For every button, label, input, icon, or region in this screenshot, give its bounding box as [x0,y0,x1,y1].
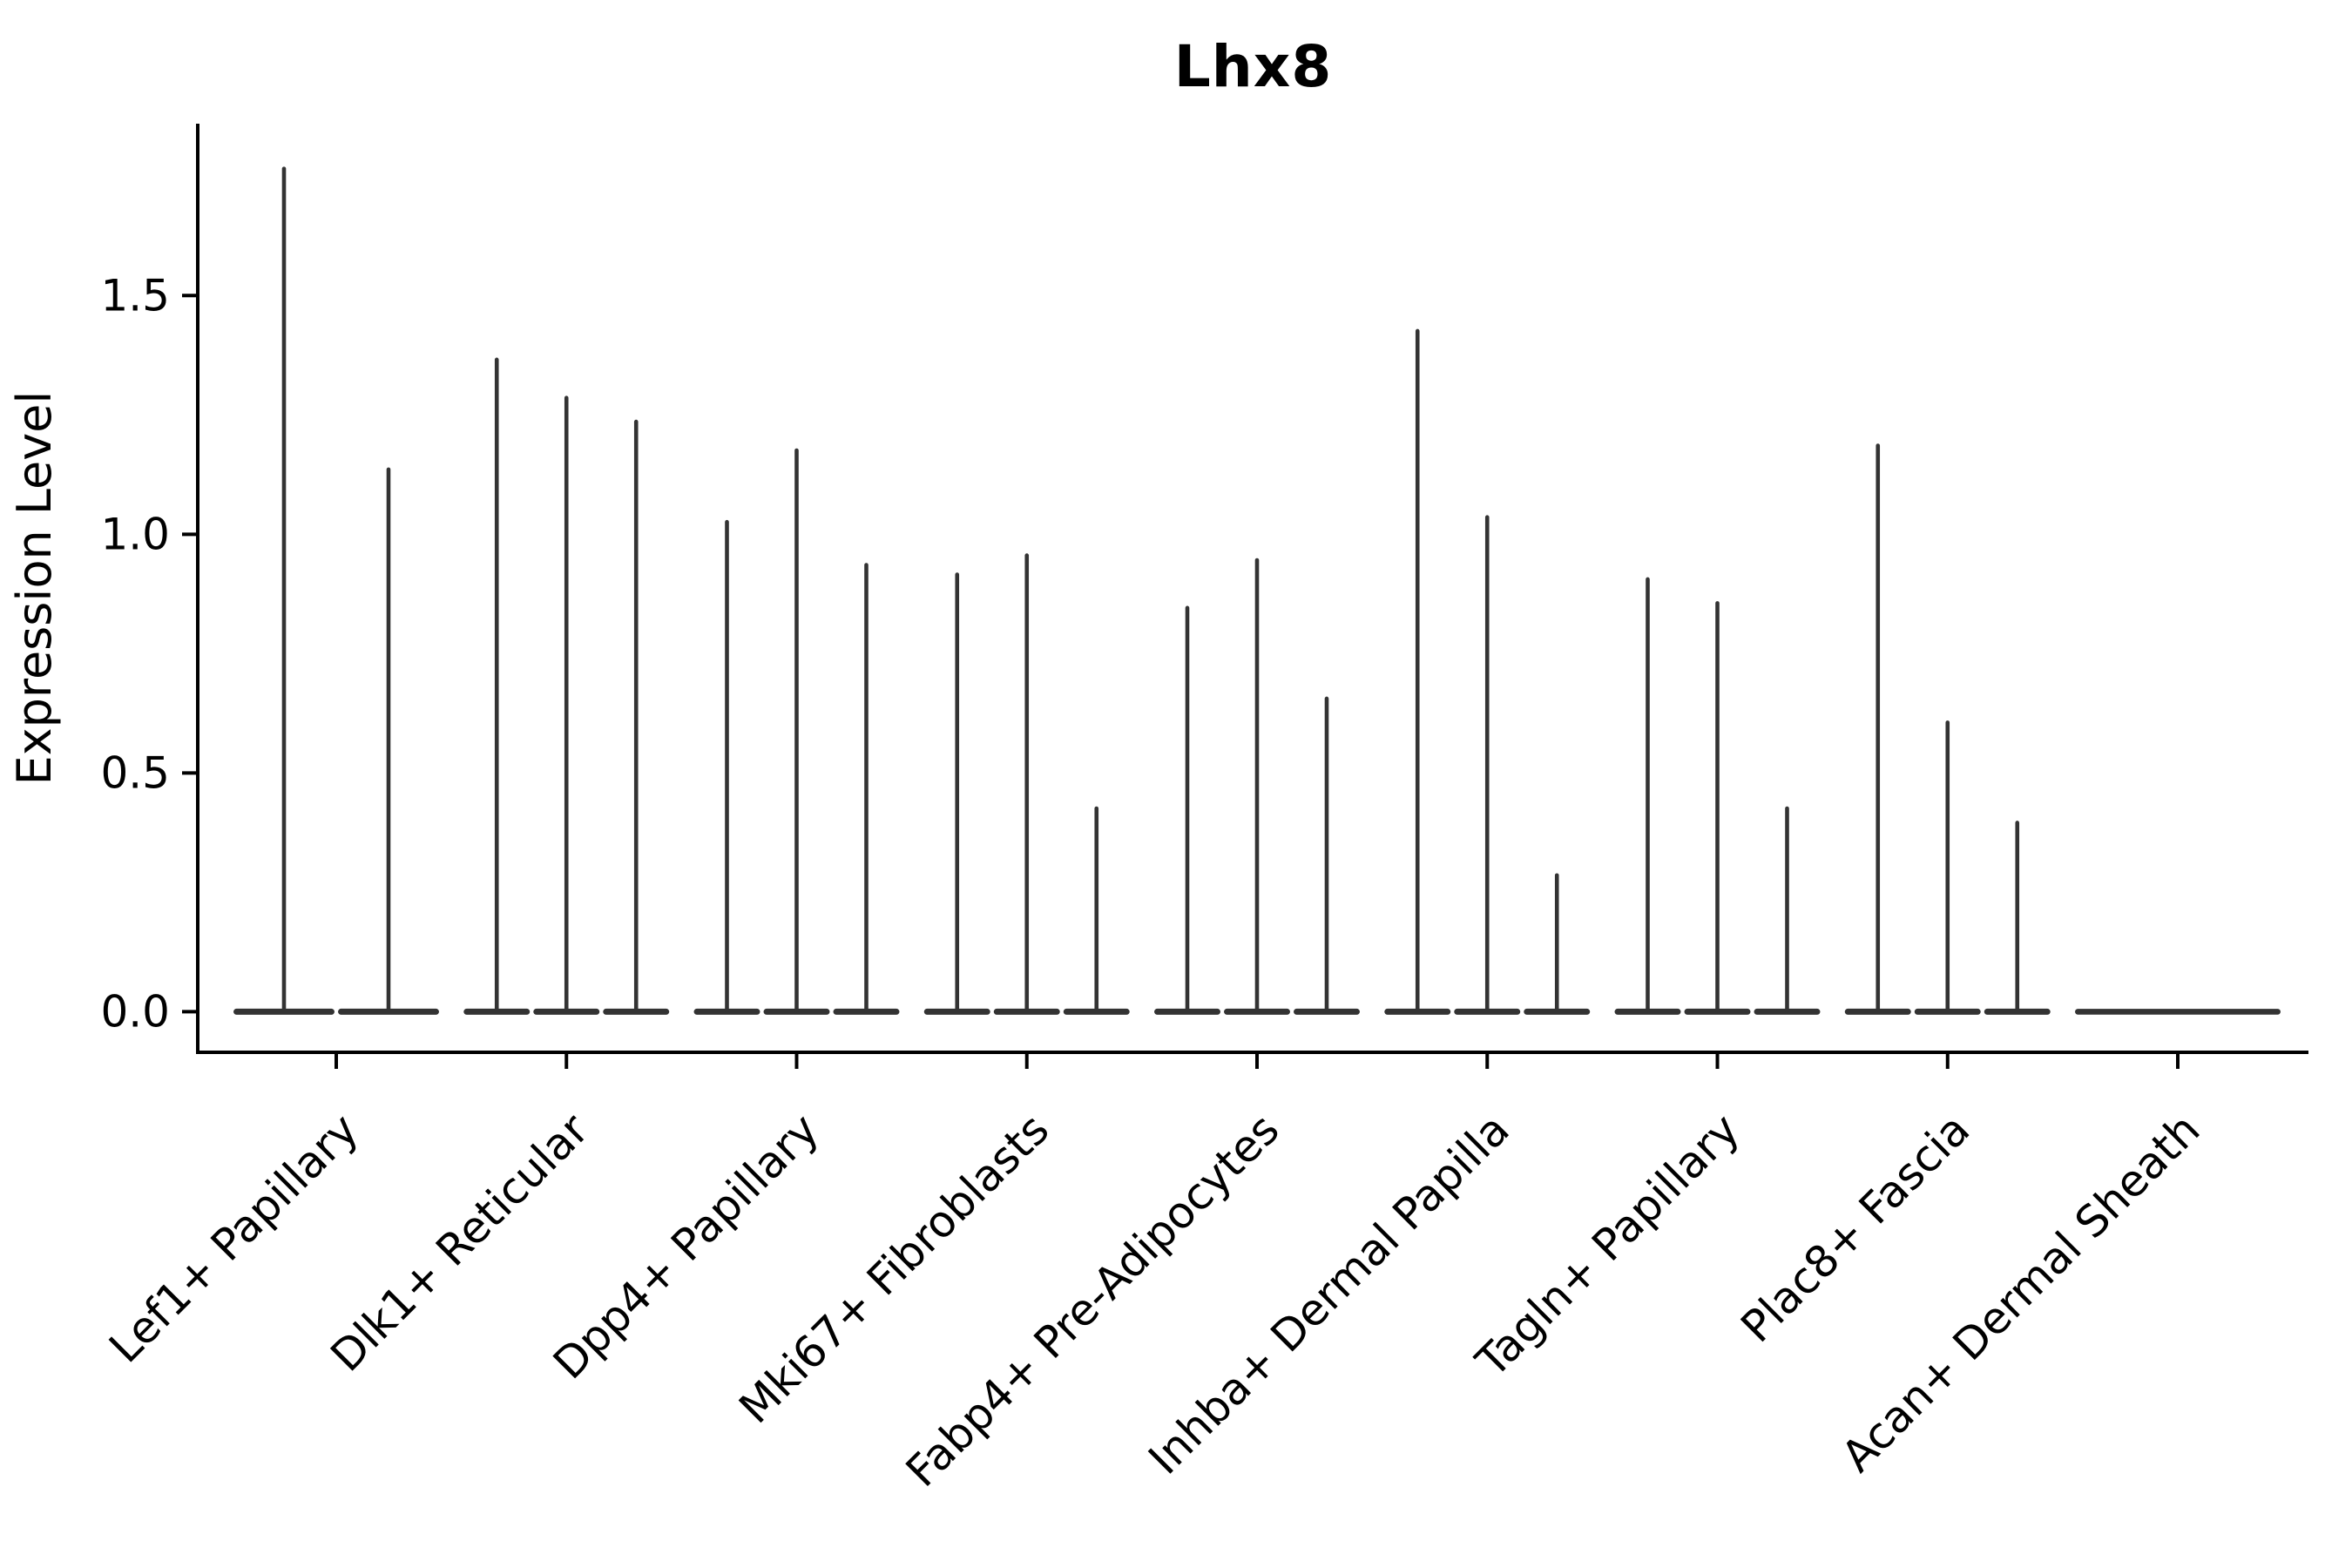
y-tick-label: 0.5 [100,747,170,798]
x-tick-label: Lef1+ Papillary [99,1104,368,1372]
y-tick-label: 0.0 [100,986,170,1037]
x-tick-label: Fabp4+ Pre-Adipocytes [896,1104,1289,1497]
chart-title: Lhx8 [1173,33,1333,100]
x-tick-label: Plac8+ Fascia [1732,1104,1980,1352]
y-tick-label: 1.0 [100,509,170,559]
y-axis-label: Expression Level [7,391,62,786]
y-tick-label: 1.5 [100,270,170,321]
violin-base-flat [2075,1009,2281,1015]
